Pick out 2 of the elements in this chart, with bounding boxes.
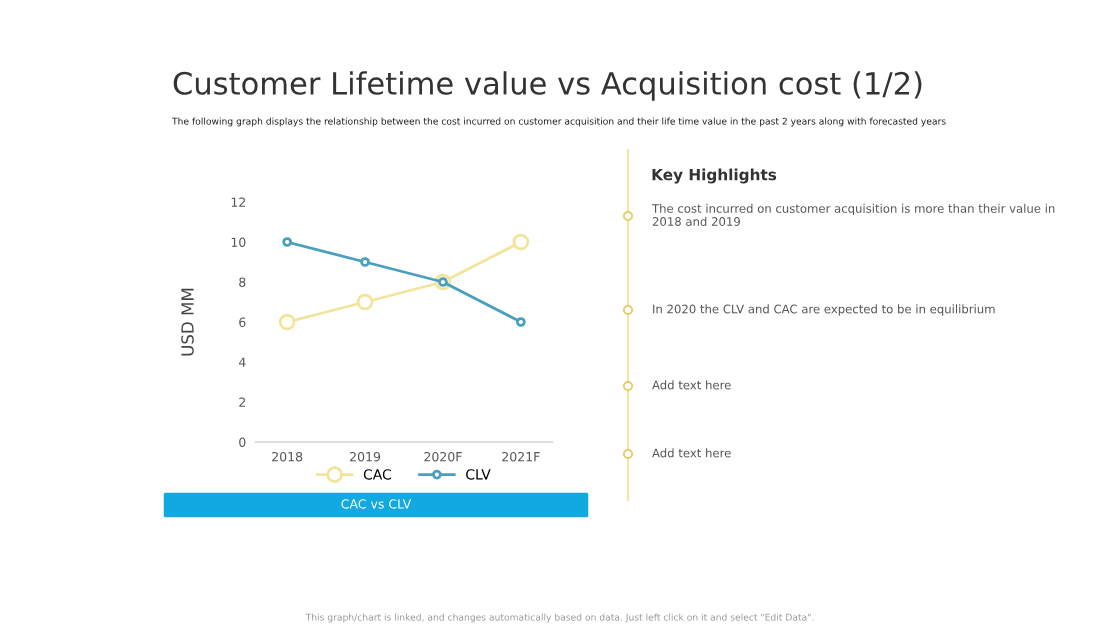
chart-title: Customer Lifetime value vs Acquisition cost (1/2) [173,71,922,101]
y-axis-title: USD MM [181,288,194,356]
